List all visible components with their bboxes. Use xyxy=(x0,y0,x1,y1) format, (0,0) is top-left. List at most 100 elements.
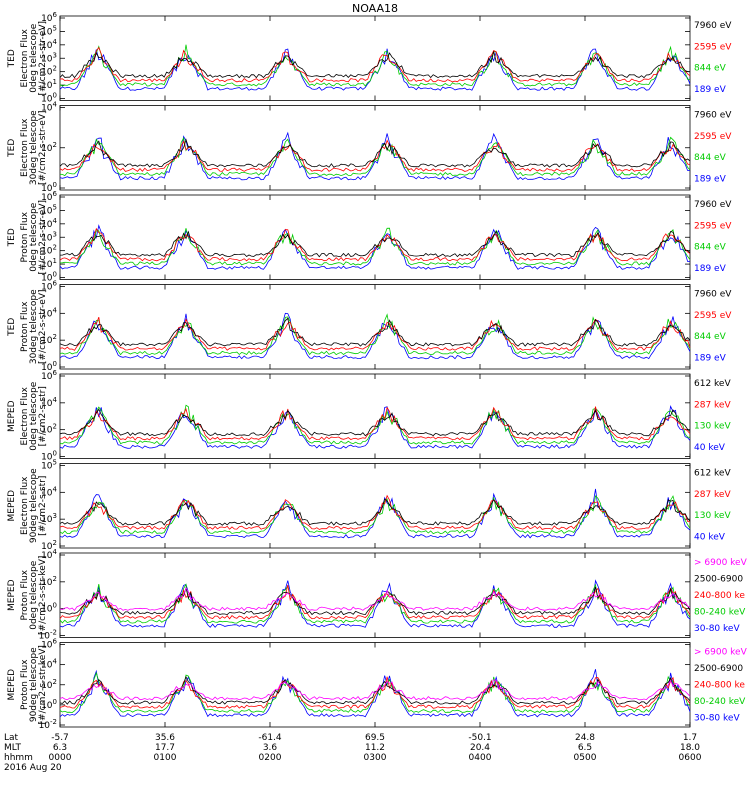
y-axis-label: [#/cm2-s-str-keV] xyxy=(38,556,48,635)
y-axis-label: [#/cm2-s-str-eV] xyxy=(38,21,48,96)
y-tick-label: 106 xyxy=(41,11,57,24)
series-trace xyxy=(59,584,691,620)
legend-entry: 80-240 keV xyxy=(694,697,746,707)
y-axis-label: Proton Flux xyxy=(20,659,30,710)
y-tick-label: 104 xyxy=(41,217,57,230)
y-axis-label: [#/cm2-s-str] xyxy=(38,476,48,536)
legend-entry: 189 eV xyxy=(694,85,727,95)
legend-entry: 2500-6900 xyxy=(694,575,743,585)
y-axis-label: 90deg telescope xyxy=(29,647,39,722)
legend-entry: 2500-6900 xyxy=(694,664,743,674)
series-trace xyxy=(59,131,691,181)
y-tick-label: 100 xyxy=(41,92,57,105)
y-tick-label: 106 xyxy=(41,190,57,203)
legend-entry: 844 eV xyxy=(694,332,727,342)
y-axis-label: 30deg telescope xyxy=(29,289,39,364)
y-axis-label: 90deg telescope xyxy=(29,468,39,543)
y-tick-label: 10-2 xyxy=(39,629,57,642)
panel-frame xyxy=(59,15,691,101)
legend-entry: 7960 eV xyxy=(694,21,732,31)
y-tick-label: 104 xyxy=(41,548,57,561)
series-trace xyxy=(59,405,691,449)
y-axis-label: 0deg telescope xyxy=(29,202,39,272)
y-axis-label: Electron Flux xyxy=(20,28,30,87)
y-tick-label: 103 xyxy=(41,230,57,243)
legend-entry: 844 eV xyxy=(694,153,727,163)
panel-frame xyxy=(59,373,691,459)
panel-frame xyxy=(59,105,691,191)
series-trace xyxy=(59,138,691,168)
panel-frame xyxy=(59,642,691,728)
legend-entry: 7960 eV xyxy=(694,290,732,300)
y-tick-label: 104 xyxy=(41,38,57,51)
chart-title: NOAA18 xyxy=(352,2,398,15)
panel-2: 100 102 104 TED Electron Flux 30deg telescope… xyxy=(7,101,732,195)
y-tick-label: 101 xyxy=(41,78,57,91)
series-trace xyxy=(59,51,691,79)
series-trace xyxy=(59,317,691,347)
x-tick-label-mlt: 3.6 xyxy=(263,743,278,753)
legend-entry: > 6900 keV xyxy=(694,648,748,658)
y-axis-label: 0deg telescope xyxy=(29,560,39,630)
instrument-label: MEPED xyxy=(7,400,17,432)
legend-entry: 2595 eV xyxy=(694,311,732,321)
instrument-label: MEPED xyxy=(7,669,17,701)
y-axis-label: Proton Flux xyxy=(20,211,30,262)
x-tick-label-hhmm: 0100 xyxy=(154,753,177,763)
y-tick-label: 104 xyxy=(41,306,57,319)
y-tick-label: 102 xyxy=(41,333,57,346)
x-tick-label-hhmm: 0500 xyxy=(574,753,597,763)
y-tick-label: 106 xyxy=(41,280,57,293)
series-trace xyxy=(59,498,691,526)
y-tick-label: 102 xyxy=(41,539,57,552)
panel-8: 10-2 100 102 104 106 MEPED Proton Flux 90deg te… xyxy=(7,638,748,732)
x-tick-label-hhmm: 0200 xyxy=(259,753,282,763)
x-tick-label-mlt: 6.3 xyxy=(53,743,67,753)
x-tick-label-lat: 24.8 xyxy=(575,733,595,743)
x-tick-label-hhmm: 0600 xyxy=(679,753,702,763)
x-tick-label-lat: 69.5 xyxy=(365,733,385,743)
y-axis-label: 0deg telescope xyxy=(29,381,39,451)
series-trace xyxy=(59,136,691,177)
y-axis-label: Electron Flux xyxy=(20,118,30,177)
y-tick-label: 100 xyxy=(41,181,57,194)
panel-4: 100 102 104 106 TED Proton Flux 30deg telescop… xyxy=(7,280,732,374)
series-trace xyxy=(59,224,691,270)
y-axis-label: Electron Flux xyxy=(20,386,30,445)
y-tick-label: 100 xyxy=(41,360,57,373)
legend-entry: 30-80 keV xyxy=(694,714,740,724)
series-trace xyxy=(59,494,691,530)
panel-6: 102 103 104 105 MEPED Electron Flux 90deg tele… xyxy=(7,459,731,553)
y-tick-label: 103 xyxy=(41,512,57,525)
panel-frame xyxy=(59,284,691,370)
y-tick-label: 10-2 xyxy=(39,718,57,731)
legend-entry: 240-800 ke xyxy=(694,681,745,691)
y-tick-label: 105 xyxy=(41,24,57,37)
x-tick-label-hhmm: 0400 xyxy=(469,753,492,763)
y-tick-label: 101 xyxy=(41,257,57,270)
series-trace xyxy=(59,404,691,445)
series-trace xyxy=(59,586,691,612)
y-axis-label: Proton Flux xyxy=(20,301,30,352)
series-trace xyxy=(59,679,691,701)
y-axis-label: [#/cm2-s-str-eV] xyxy=(38,289,48,364)
y-tick-label: 100 xyxy=(41,698,57,711)
series-trace xyxy=(59,586,691,616)
y-axis-label: 0deg telescope xyxy=(29,23,39,93)
legend-entry: 7960 eV xyxy=(694,111,732,121)
legend-entry: 189 eV xyxy=(694,264,727,274)
legend-entry: 130 keV xyxy=(694,511,731,521)
y-axis-label: [#/cm2-s-str-eV] xyxy=(38,200,48,275)
legend-entry: 612 keV xyxy=(694,469,731,479)
instrument-label: TED xyxy=(7,228,17,247)
y-tick-label: 104 xyxy=(41,485,57,498)
legend-entry: > 6900 keV xyxy=(694,558,748,568)
y-axis-label: Proton Flux xyxy=(20,569,30,620)
legend-entry: 30-80 keV xyxy=(694,624,740,634)
legend-entry: 7960 eV xyxy=(694,200,732,210)
x-tick-label-lat: -50.1 xyxy=(468,733,491,743)
x-tick-label-mlt: 6.5 xyxy=(578,743,592,753)
